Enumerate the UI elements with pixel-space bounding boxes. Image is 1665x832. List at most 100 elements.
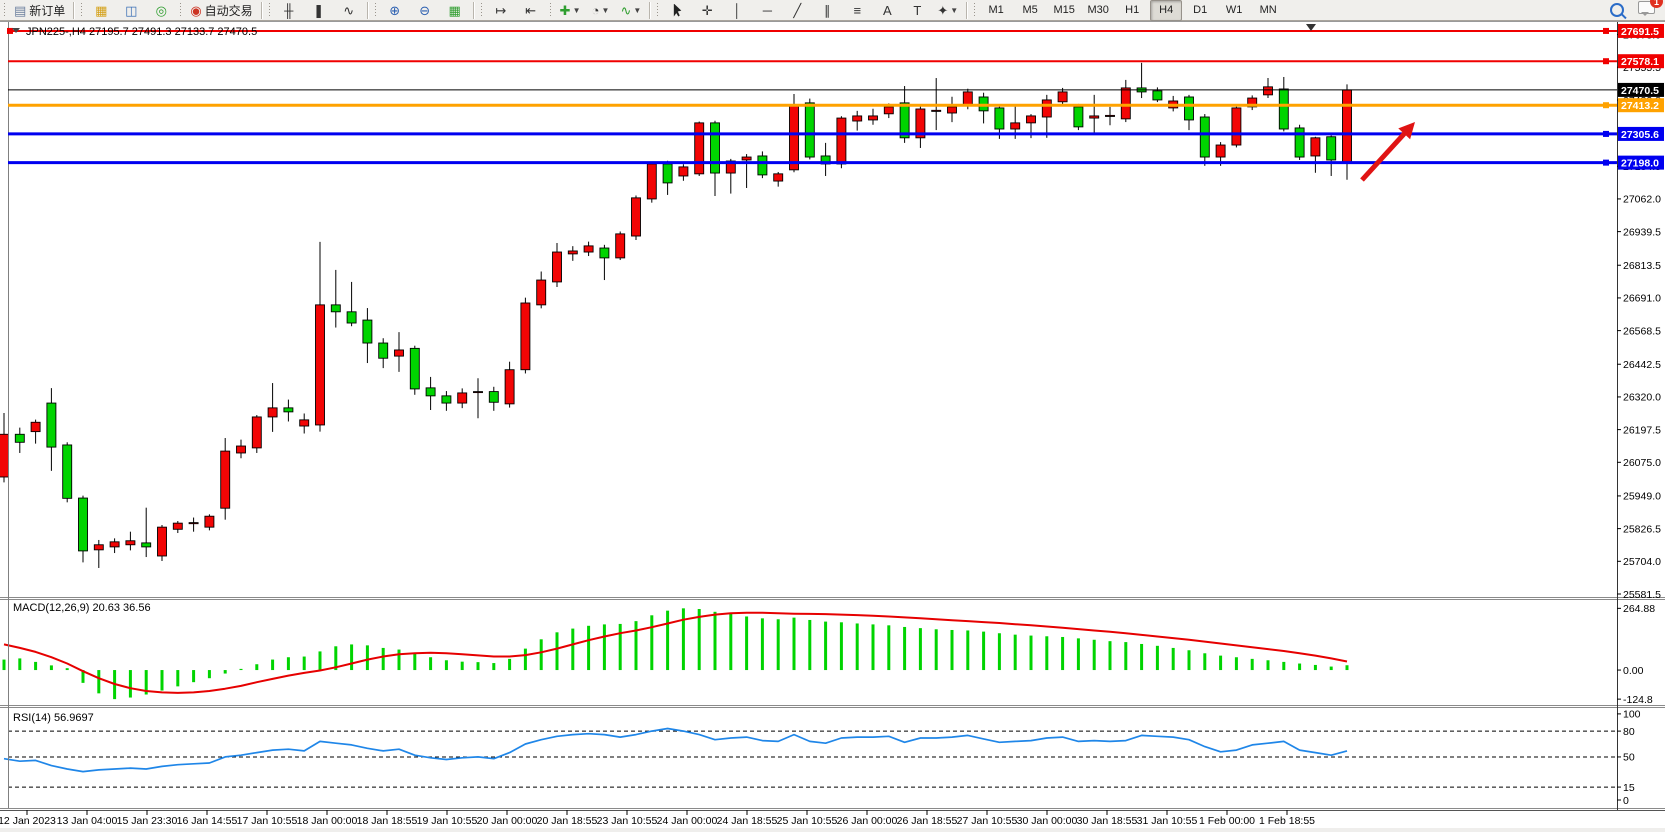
periods-button[interactable]: ◔ ▼ bbox=[587, 0, 615, 21]
shapes-button[interactable]: ✦ ▼ bbox=[933, 0, 962, 21]
chart-shift-button[interactable]: ⇤ bbox=[517, 0, 545, 21]
timeframe-H1[interactable]: H1 bbox=[1125, 4, 1140, 16]
autotrading-button[interactable]: ◉ 自动交易 bbox=[186, 0, 256, 21]
candle-body bbox=[93, 544, 104, 551]
timeframe-M15[interactable]: M15 bbox=[1053, 4, 1075, 16]
chart-shift-marker[interactable] bbox=[1306, 24, 1316, 31]
candle-body bbox=[931, 109, 942, 112]
indicators-button[interactable]: ∿ ▼ bbox=[617, 0, 646, 21]
red-arrow-annotation[interactable] bbox=[1360, 122, 1415, 182]
timeframe-MN[interactable]: MN bbox=[1259, 4, 1277, 16]
tile-windows-button[interactable]: ▦ bbox=[441, 0, 469, 21]
crosshair-button[interactable]: ✛ bbox=[693, 0, 721, 21]
candle-body bbox=[236, 445, 246, 454]
auto-scroll-button[interactable]: ↦ bbox=[487, 0, 515, 21]
candle-body bbox=[1026, 115, 1036, 124]
navigator-button[interactable]: ◎ bbox=[147, 0, 175, 21]
line-chart-button[interactable]: ∿ bbox=[335, 0, 363, 21]
time-tick-label: 16 Jan 14:55 bbox=[177, 815, 238, 827]
resistance-line-2-handle[interactable] bbox=[1603, 58, 1609, 65]
candle-body bbox=[394, 349, 404, 357]
symbol-ohlc-header: JPN225-,H4 27195.7 27491.3 27133.7 27470… bbox=[26, 26, 257, 38]
candle-body bbox=[488, 391, 499, 403]
time-tick-label: 20 Jan 18:55 bbox=[537, 815, 598, 827]
channel-button[interactable]: ∥ bbox=[813, 0, 841, 21]
price-tag-label: 27691.5 bbox=[1621, 26, 1659, 38]
toolbar-separator bbox=[472, 1, 474, 19]
toolbar-separator bbox=[649, 1, 651, 19]
candle-body bbox=[1231, 107, 1242, 146]
candle-up bbox=[852, 110, 863, 131]
candle-body bbox=[330, 304, 341, 313]
support-line-2-handle[interactable] bbox=[1603, 159, 1609, 166]
candle-body bbox=[125, 540, 136, 546]
candle-up bbox=[394, 332, 404, 372]
bar-chart-button[interactable]: ╫ bbox=[275, 0, 303, 21]
arrow-shaft bbox=[1360, 129, 1409, 182]
candle-up bbox=[1342, 84, 1352, 180]
time-tick-label: 31 Jan 10:55 bbox=[1137, 815, 1198, 827]
text-button[interactable]: A bbox=[873, 0, 901, 21]
candle-up bbox=[236, 439, 246, 459]
macd-histogram-bar bbox=[713, 611, 717, 671]
macd-histogram-bar bbox=[650, 615, 654, 671]
macd-histogram-bar bbox=[903, 626, 907, 671]
candle-body bbox=[852, 115, 863, 122]
market-watch-button[interactable]: ▦ bbox=[87, 0, 115, 21]
zoom-in-icon: ⊕ bbox=[389, 2, 401, 18]
time-tick-label: 18 Jan 18:55 bbox=[357, 815, 418, 827]
chart-canvas[interactable]: 27678.027555.527432.827184.527062.026939… bbox=[0, 21, 1665, 832]
time-tick-label: 15 Jan 23:30 bbox=[117, 815, 178, 827]
horizontal-line-icon: ─ bbox=[762, 2, 772, 18]
label-button[interactable]: T bbox=[903, 0, 931, 21]
zoom-in-button[interactable]: ⊕ bbox=[381, 0, 409, 21]
support-line-1-handle[interactable] bbox=[1603, 130, 1609, 137]
candle-body bbox=[1041, 99, 1052, 118]
text-icon: A bbox=[882, 2, 892, 18]
candle-up bbox=[615, 231, 626, 261]
notifications-button[interactable]: 1 bbox=[1638, 0, 1663, 19]
timeframe-M5[interactable]: M5 bbox=[1022, 4, 1038, 16]
new-order-button-label: 新订单 bbox=[29, 3, 66, 18]
candle-up bbox=[125, 531, 136, 551]
macd-histogram-bar bbox=[950, 629, 954, 671]
zoom-out-button[interactable]: ⊖ bbox=[411, 0, 439, 21]
macd-histogram-bar bbox=[523, 648, 527, 671]
timeframe-M30[interactable]: M30 bbox=[1087, 4, 1109, 16]
new-order-icon: ▤ bbox=[14, 2, 27, 18]
data-window-icon: ◫ bbox=[125, 2, 138, 18]
macd-histogram-bar bbox=[839, 622, 843, 671]
fibonacci-button[interactable]: ≡ bbox=[843, 0, 871, 21]
candle-body bbox=[789, 104, 799, 171]
data-window-button[interactable]: ◫ bbox=[117, 0, 145, 21]
macd-histogram-bar bbox=[745, 616, 749, 671]
candlestick-chart-button[interactable]: ❚ bbox=[305, 0, 333, 21]
candle-down bbox=[283, 399, 294, 422]
cursor-button[interactable] bbox=[663, 0, 691, 21]
resistance-line-1-handle[interactable] bbox=[1603, 27, 1609, 34]
trendline-button[interactable]: ╱ bbox=[783, 0, 811, 21]
timeframe-M1[interactable]: M1 bbox=[988, 4, 1004, 16]
new-chart-button[interactable]: ✚ ▼ bbox=[556, 0, 585, 21]
vertical-line-button[interactable]: │ bbox=[723, 0, 751, 21]
macd-histogram-bar bbox=[1108, 641, 1112, 671]
resistance-line-1-handle[interactable] bbox=[7, 27, 13, 34]
toolbar-separator bbox=[366, 1, 368, 19]
timeframe-D1[interactable]: D1 bbox=[1193, 4, 1208, 16]
timeframe-H4[interactable]: H4 bbox=[1150, 0, 1183, 21]
symbol-dropdown-icon[interactable] bbox=[12, 28, 20, 33]
candle-up bbox=[741, 154, 752, 188]
macd-histogram-bar bbox=[729, 613, 733, 671]
macd-histogram-bar bbox=[128, 670, 132, 698]
new-order-button[interactable]: ▤ 新订单 bbox=[10, 0, 69, 21]
search-icon[interactable] bbox=[1610, 3, 1624, 17]
candle-body bbox=[662, 163, 673, 184]
price-tag bbox=[1618, 82, 1664, 97]
horizontal-line-button[interactable]: ─ bbox=[753, 0, 781, 21]
candle-body bbox=[1310, 137, 1321, 157]
macd-histogram-bar bbox=[776, 619, 780, 671]
orange-level-line-handle[interactable] bbox=[1603, 102, 1609, 109]
timeframe-W1[interactable]: W1 bbox=[1225, 4, 1243, 16]
candle-body bbox=[251, 416, 262, 449]
time-tick-label: 26 Jan 00:00 bbox=[837, 815, 898, 827]
